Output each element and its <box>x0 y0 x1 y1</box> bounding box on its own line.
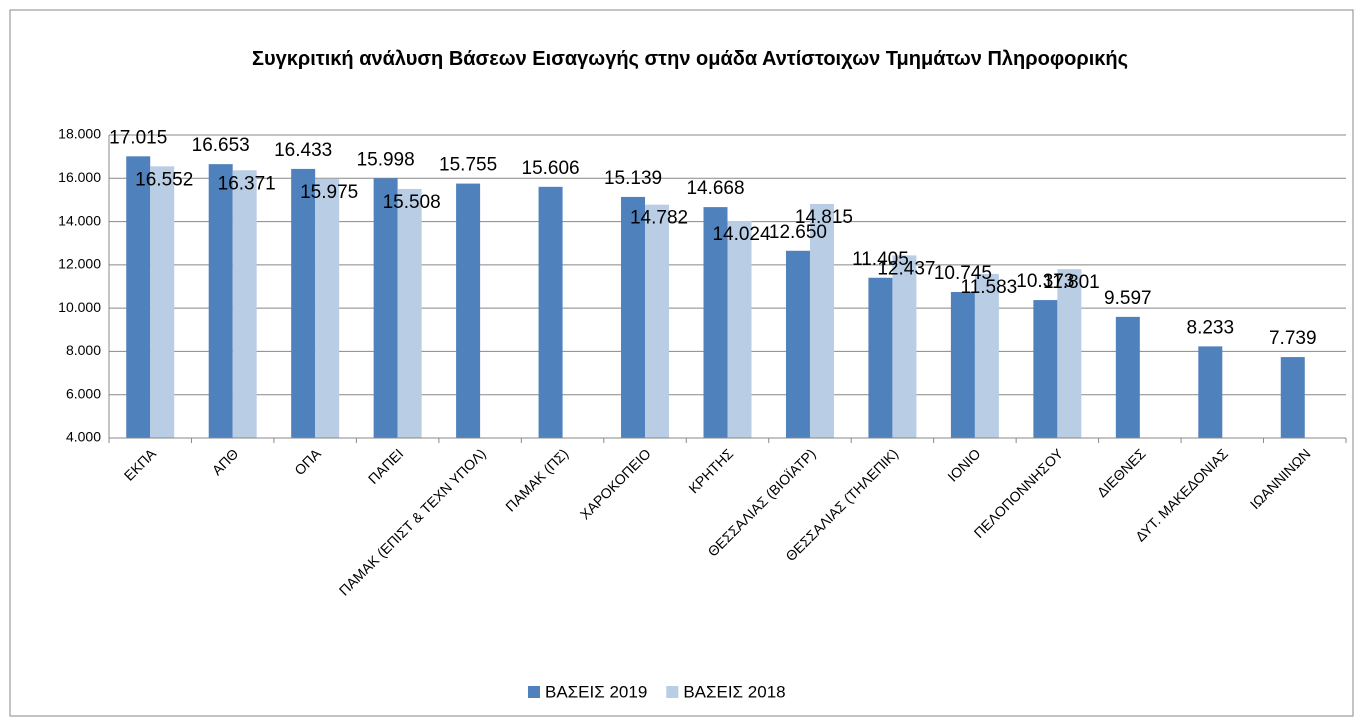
bar <box>126 156 151 438</box>
bar <box>1057 269 1082 438</box>
y-tick-label: 14.000 <box>58 212 101 228</box>
data-label: 15.975 <box>300 182 358 203</box>
data-label: 16.552 <box>135 169 193 190</box>
data-label: 16.371 <box>218 173 276 194</box>
bar <box>208 164 233 438</box>
data-label: 16.433 <box>274 140 332 161</box>
data-label: 9.597 <box>1104 288 1152 309</box>
bar <box>397 188 422 438</box>
y-tick-label: 10.000 <box>58 299 101 315</box>
bar <box>703 207 728 438</box>
legend-label: ΒΑΣΕΙΣ 2019 <box>545 682 647 701</box>
data-label: 10.745 <box>934 263 992 284</box>
bar <box>892 255 917 438</box>
y-tick-label: 6.000 <box>66 385 101 401</box>
data-label: 12.437 <box>877 258 935 279</box>
bar <box>1198 346 1223 438</box>
bar <box>150 166 175 438</box>
data-label: 7.739 <box>1269 328 1317 349</box>
y-tick-label: 8.000 <box>66 342 101 358</box>
data-label: 14.782 <box>630 208 688 229</box>
data-label: 11.801 <box>1043 272 1100 293</box>
legend-swatch <box>666 686 679 698</box>
bar <box>1033 300 1058 438</box>
y-tick-label: 12.000 <box>58 256 101 272</box>
y-tick-label: 16.000 <box>58 169 101 185</box>
bar <box>727 221 752 438</box>
bar <box>974 273 999 438</box>
data-label: 15.606 <box>522 158 580 179</box>
bar <box>868 277 893 438</box>
bar <box>1115 316 1140 438</box>
data-label: 12.650 <box>769 222 827 243</box>
data-label: 11.583 <box>961 277 1018 298</box>
bar <box>456 183 481 438</box>
bar <box>621 196 646 438</box>
data-label: 8.233 <box>1187 317 1235 338</box>
data-label: 14.668 <box>686 178 744 199</box>
data-label: 11.405 <box>852 249 909 270</box>
y-tick-label: 18.000 <box>58 126 101 142</box>
bar <box>232 170 257 438</box>
bar <box>809 203 834 438</box>
bar <box>1280 357 1305 438</box>
data-label: 16.653 <box>192 135 250 156</box>
bar <box>645 204 670 438</box>
bar <box>950 292 975 438</box>
bar <box>538 186 563 438</box>
legend-label: ΒΑΣΕΙΣ 2018 <box>683 682 785 701</box>
chart-title: Συγκριτική ανάλυση Βάσεων Εισαγωγής στην… <box>251 48 1129 70</box>
y-tick-label: 4.000 <box>66 429 101 445</box>
data-label: 15.508 <box>383 192 441 213</box>
bar <box>291 168 316 438</box>
legend-swatch <box>528 686 540 698</box>
data-label: 15.139 <box>604 168 662 189</box>
data-label: 15.755 <box>439 155 497 176</box>
data-label: 14.024 <box>712 224 771 245</box>
data-label: 10.373 <box>1016 271 1074 292</box>
data-label: 17.015 <box>109 127 167 148</box>
data-label: 15.998 <box>357 149 415 170</box>
bar <box>373 178 398 439</box>
data-label: 14.815 <box>795 207 853 228</box>
bar <box>315 178 340 438</box>
bar <box>785 250 810 438</box>
